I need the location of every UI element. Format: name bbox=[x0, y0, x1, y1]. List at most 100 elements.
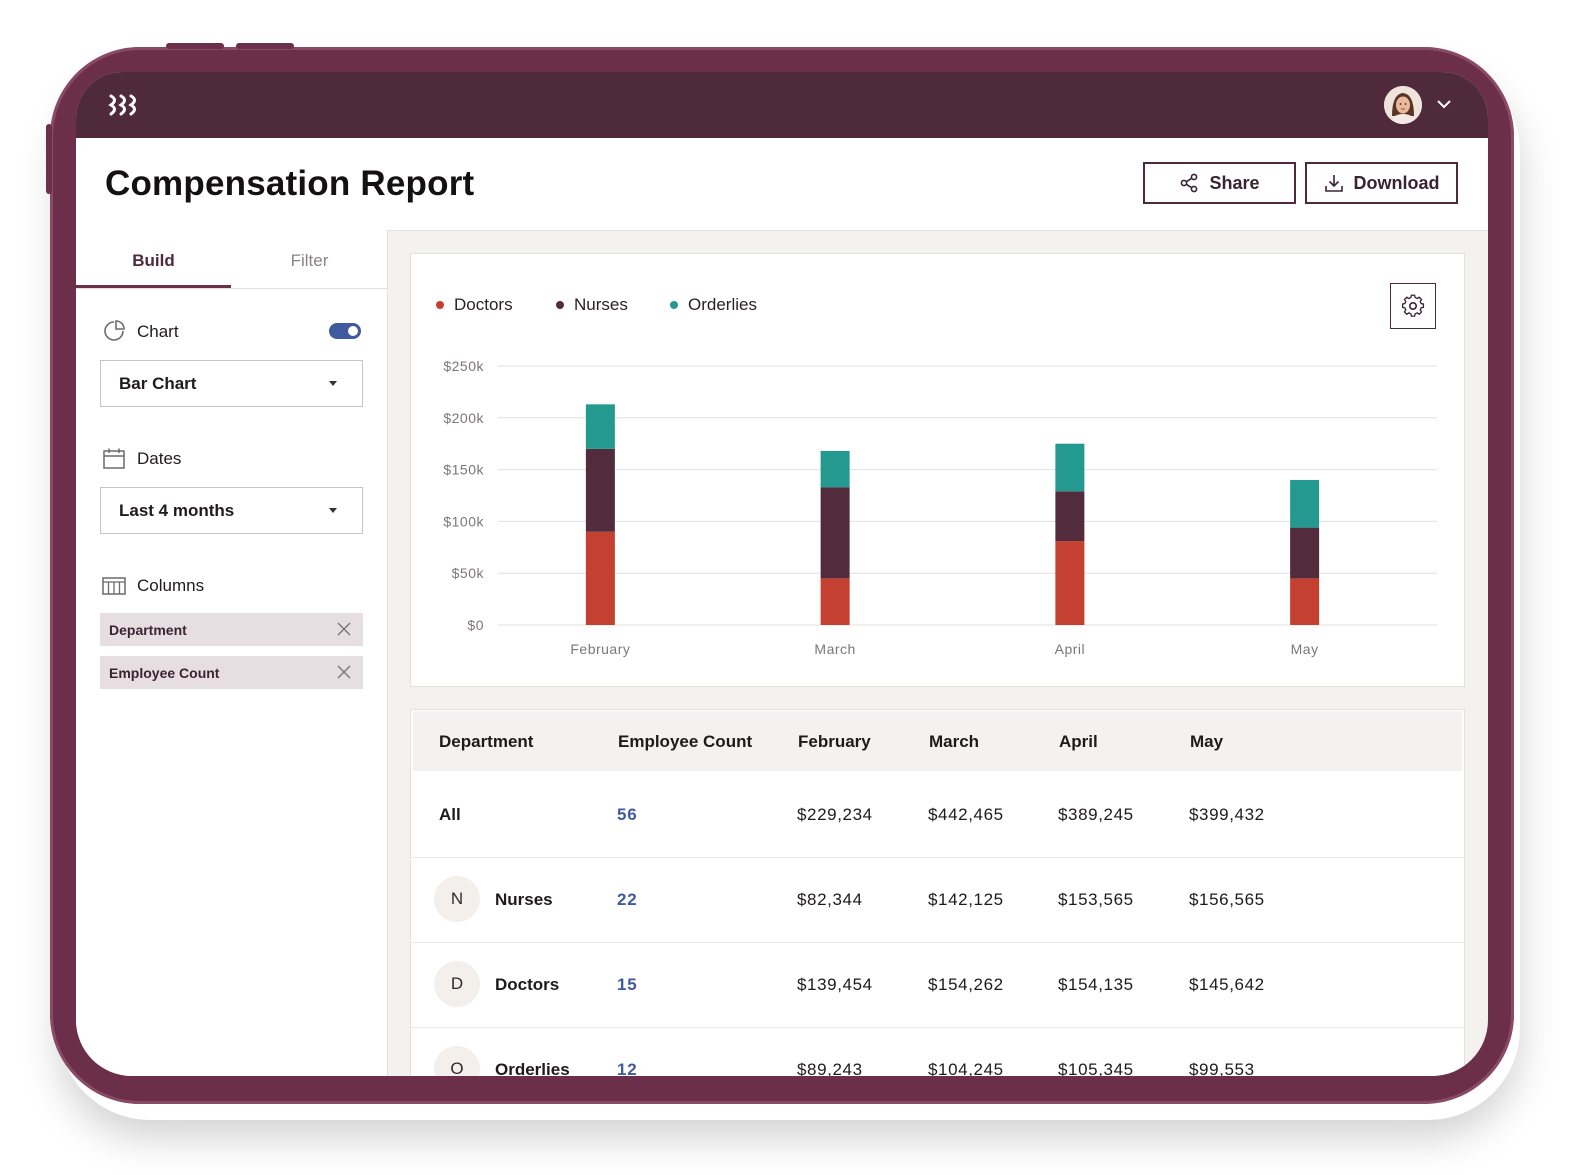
gear-icon bbox=[1401, 294, 1425, 317]
y-tick-label: $250k bbox=[443, 358, 484, 374]
value-cell: $139,454 bbox=[797, 975, 873, 994]
share-button[interactable]: Share bbox=[1143, 162, 1296, 204]
department-cell: All bbox=[439, 805, 461, 824]
caret-down-icon bbox=[329, 381, 337, 386]
table-row[interactable]: O Orderlies 12 $89,243 $104,245 $105,345… bbox=[411, 1027, 1464, 1076]
y-tick-label: $200k bbox=[443, 410, 484, 426]
download-button[interactable]: Download bbox=[1305, 162, 1458, 204]
date-range-value: Last 4 months bbox=[119, 501, 235, 520]
close-icon[interactable] bbox=[337, 622, 351, 636]
value-cell: $229,234 bbox=[797, 805, 873, 824]
department-cell: Doctors bbox=[495, 975, 560, 994]
bar-segment-nurses bbox=[1055, 491, 1085, 542]
compensation-table: Department Employee Count February March… bbox=[410, 709, 1465, 1076]
employee-count-link[interactable]: 15 bbox=[617, 975, 638, 994]
department-cell: Orderlies bbox=[495, 1060, 570, 1076]
column-header: Department bbox=[439, 732, 534, 751]
legend-dot bbox=[670, 301, 678, 309]
tab-filter[interactable]: Filter bbox=[290, 251, 329, 270]
legend-item-orderlies: Orderlies bbox=[670, 295, 757, 315]
table-row[interactable]: D Doctors 15 $139,454 $154,262 $154,135 … bbox=[411, 942, 1464, 1028]
value-cell: $104,245 bbox=[928, 1060, 1004, 1076]
value-cell: $442,465 bbox=[928, 805, 1004, 824]
value-cell: $389,245 bbox=[1058, 805, 1134, 824]
stacked-bar-chart: $0 $50k $100k $150k $200k $250k February March A… bbox=[443, 358, 1437, 657]
share-button-label: Share bbox=[1209, 172, 1260, 193]
table-header-row: Department Employee Count February March… bbox=[413, 711, 1462, 771]
legend-label: Nurses bbox=[574, 295, 628, 314]
date-range-select[interactable]: Last 4 months bbox=[100, 487, 363, 534]
tab-build[interactable]: Build bbox=[76, 230, 231, 288]
bar-segment-nurses bbox=[820, 487, 850, 579]
columns-section-label: Columns bbox=[137, 576, 205, 595]
calendar-icon bbox=[103, 448, 125, 469]
page-header: Compensation Report Share Download bbox=[76, 138, 1488, 231]
bar-segment-nurses bbox=[1290, 527, 1320, 579]
bar-segment-orderlies bbox=[1290, 479, 1320, 528]
close-icon[interactable] bbox=[337, 665, 351, 679]
x-tick-label: February bbox=[570, 641, 630, 657]
value-cell: $145,642 bbox=[1189, 975, 1265, 994]
value-cell: $105,345 bbox=[1058, 1060, 1134, 1076]
x-tick-label: April bbox=[1055, 641, 1086, 657]
volume-button bbox=[236, 43, 294, 49]
department-initial-avatar: D bbox=[434, 961, 480, 1007]
chevron-down-icon[interactable] bbox=[1436, 98, 1452, 110]
chip-label: Department bbox=[109, 622, 187, 638]
table-row[interactable]: All 56 $229,234 $442,465 $389,245 $399,4… bbox=[411, 772, 1464, 858]
y-tick-label: $150k bbox=[443, 462, 484, 478]
chart-toggle[interactable] bbox=[329, 323, 361, 339]
y-tick-label: $0 bbox=[467, 617, 484, 633]
app-screen: Compensation Report Share Download Build… bbox=[76, 72, 1488, 1076]
bar-segment-orderlies bbox=[820, 450, 850, 488]
y-tick-label: $100k bbox=[443, 513, 484, 529]
value-cell: $99,553 bbox=[1189, 1060, 1255, 1076]
power-button bbox=[46, 124, 52, 194]
bar-segment-doctors bbox=[1055, 541, 1085, 625]
chart-type-value: Bar Chart bbox=[119, 374, 197, 393]
chart-settings-button[interactable] bbox=[1390, 283, 1436, 329]
value-cell: $154,262 bbox=[928, 975, 1004, 994]
dates-section-label: Dates bbox=[137, 449, 182, 468]
column-header: Employee Count bbox=[618, 732, 753, 751]
chart-card: Doctors Nurses Orderlies $0 $50k $100k $150… bbox=[410, 253, 1465, 687]
column-header: March bbox=[929, 732, 980, 751]
legend-item-nurses: Nurses bbox=[556, 295, 628, 315]
column-chip-employee-count: Employee Count bbox=[100, 656, 363, 689]
column-chip-department: Department bbox=[100, 613, 363, 646]
employee-count-link[interactable]: 56 bbox=[617, 805, 638, 824]
pie-chart-icon bbox=[104, 320, 125, 341]
legend-item-doctors: Doctors bbox=[436, 295, 513, 315]
column-header: May bbox=[1190, 732, 1224, 751]
department-initial-avatar: O bbox=[434, 1046, 480, 1076]
page-title: Compensation Report bbox=[105, 164, 475, 203]
bar-segment-doctors bbox=[1290, 578, 1320, 625]
chip-label: Employee Count bbox=[109, 665, 220, 681]
chart-type-select[interactable]: Bar Chart bbox=[100, 360, 363, 407]
value-cell: $82,344 bbox=[797, 890, 863, 909]
employee-count-link[interactable]: 12 bbox=[617, 1060, 638, 1076]
legend-label: Doctors bbox=[454, 295, 513, 314]
user-avatar[interactable] bbox=[1384, 86, 1422, 124]
avatar-portrait-icon bbox=[1384, 86, 1422, 124]
toggle-knob bbox=[348, 326, 358, 336]
department-cell: Nurses bbox=[495, 890, 553, 909]
bar-segment-orderlies bbox=[1055, 443, 1085, 492]
x-tick-label: March bbox=[814, 641, 855, 657]
download-button-label: Download bbox=[1353, 172, 1440, 193]
value-cell: $89,243 bbox=[797, 1060, 863, 1076]
columns-icon bbox=[102, 577, 126, 595]
employee-count-link[interactable]: 22 bbox=[617, 890, 638, 909]
sidebar-tabs: Build Filter bbox=[76, 230, 387, 289]
bar-segment-orderlies bbox=[585, 404, 615, 449]
value-cell: $142,125 bbox=[928, 890, 1004, 909]
value-cell: $153,565 bbox=[1058, 890, 1134, 909]
volume-button bbox=[166, 43, 224, 49]
report-builder-sidebar: Build Filter Chart Bar Chart Dates Last … bbox=[76, 230, 388, 1076]
bar-segment-doctors bbox=[585, 531, 615, 625]
column-header: February bbox=[798, 732, 871, 751]
table-row[interactable]: N Nurses 22 $82,344 $142,125 $153,565 $1… bbox=[411, 857, 1464, 943]
value-cell: $154,135 bbox=[1058, 975, 1134, 994]
legend-dot bbox=[556, 301, 564, 309]
legend-label: Orderlies bbox=[688, 295, 757, 314]
